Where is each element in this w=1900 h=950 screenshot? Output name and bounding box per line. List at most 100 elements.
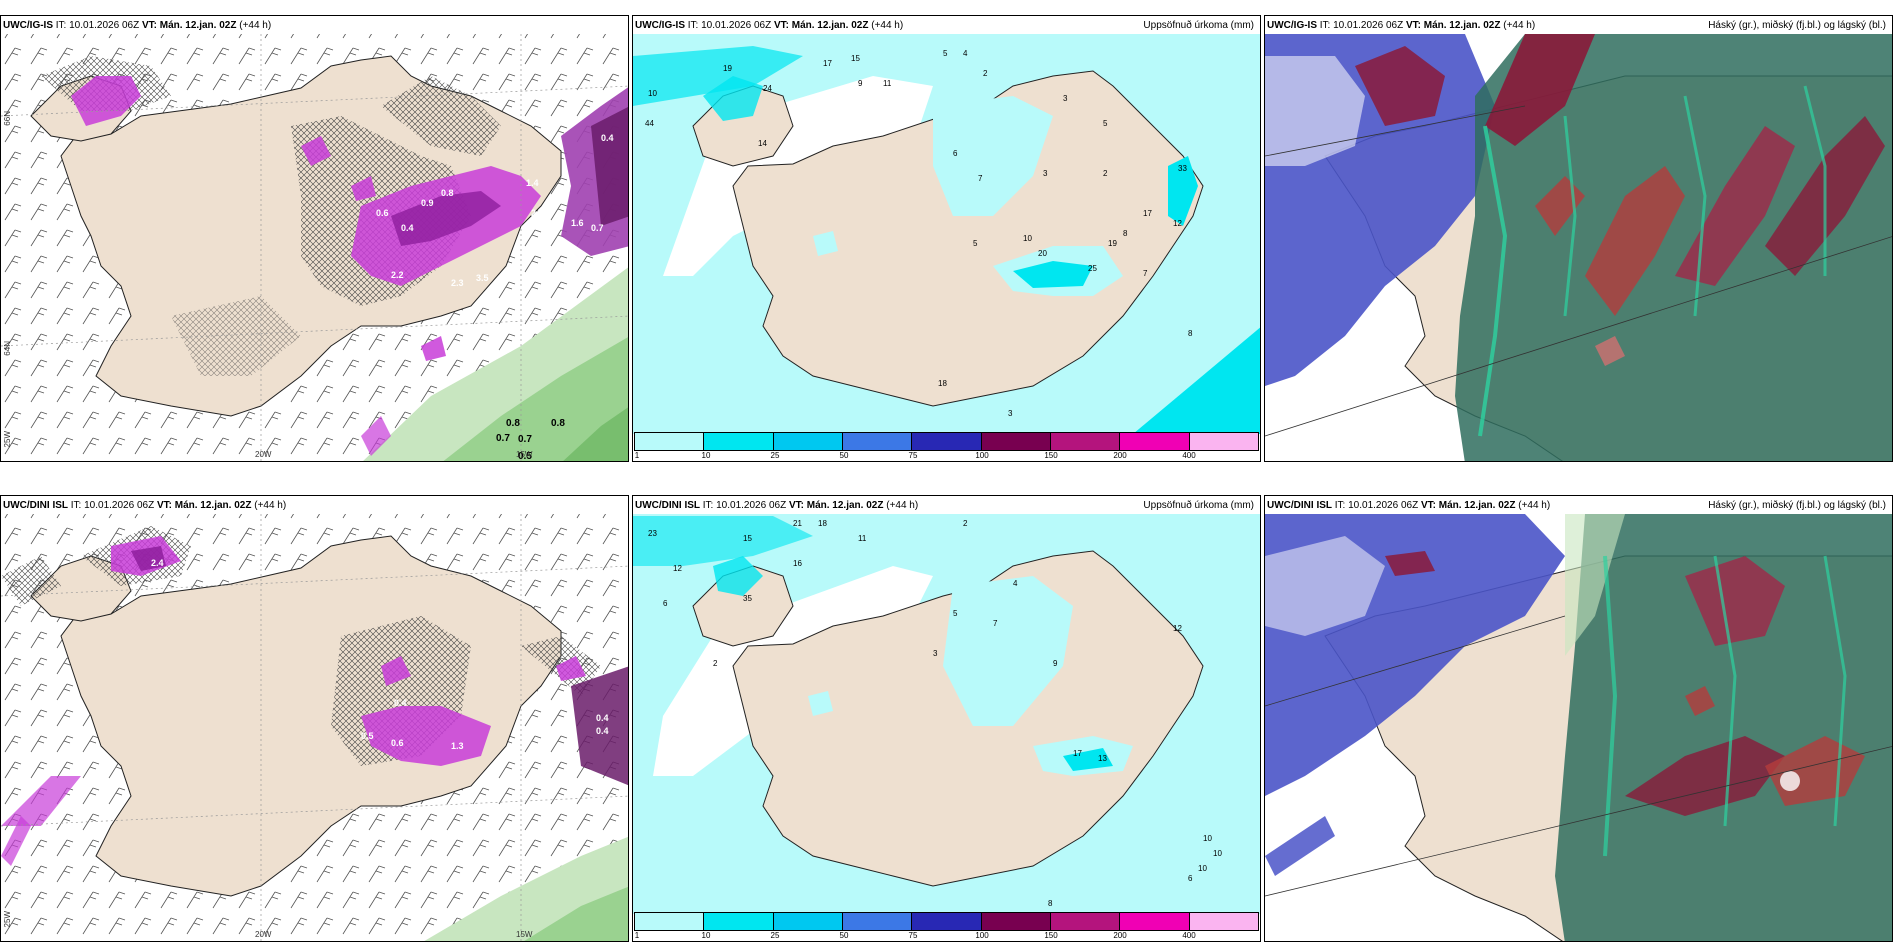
colorbar-label: 200	[1113, 931, 1127, 940]
svg-text:18: 18	[818, 519, 827, 528]
svg-text:1.4: 1.4	[526, 178, 539, 188]
precip-map: 10 19 44 17 15 24 9 11 5 4 2 3 5 14 33 7…	[633, 34, 1260, 434]
svg-text:0.8: 0.8	[441, 188, 454, 198]
colorbar-swatch	[704, 433, 774, 450]
svg-text:7: 7	[1143, 269, 1148, 278]
it-value: 10.01.2026 06Z	[1348, 500, 1419, 511]
panel-title: UWC/DINI ISL IT: 10.01.2026 06Z VT: Mán.…	[3, 498, 626, 514]
model-name: UWC/DINI ISL	[1267, 500, 1332, 511]
colorbar-swatch	[773, 433, 843, 450]
colorbar-label: 100	[975, 451, 989, 460]
svg-text:7: 7	[978, 174, 983, 183]
colorbar-label: 100	[975, 931, 989, 940]
lon-label: 20W	[255, 930, 272, 939]
vt-label: VT:	[1420, 500, 1436, 511]
it-label: IT:	[70, 500, 82, 511]
it-label: IT:	[1319, 20, 1331, 31]
lead-time: (+44 h)	[1518, 500, 1551, 511]
svg-text:35: 35	[743, 594, 752, 603]
svg-text:0.7: 0.7	[518, 434, 532, 445]
colorbar-label: 10	[701, 451, 711, 460]
svg-text:0.6: 0.6	[376, 208, 389, 218]
svg-text:2.2: 2.2	[391, 270, 404, 280]
model-name: UWC/IG-IS	[635, 20, 685, 31]
svg-text:4: 4	[1013, 579, 1018, 588]
colorbar-swatch	[912, 913, 982, 930]
colorbar-label: 50	[839, 451, 849, 460]
cloud-cover-map	[1265, 34, 1892, 461]
vt-label: VT:	[788, 500, 804, 511]
cloud-cover-map	[1265, 514, 1892, 941]
svg-text:21: 21	[793, 519, 802, 528]
panel-igis-clouds[interactable]: UWC/IG-IS IT: 10.01.2026 06Z VT: Mán. 12…	[1264, 15, 1893, 462]
svg-text:2: 2	[1103, 169, 1108, 178]
svg-text:3.5: 3.5	[476, 273, 489, 283]
colorbar-swatch	[1120, 433, 1190, 450]
svg-text:10: 10	[648, 89, 657, 98]
panel-igis-precip[interactable]: UWC/IG-IS IT: 10.01.2026 06Z VT: Mán. 12…	[632, 15, 1261, 462]
it-value: 10.01.2026 06Z	[84, 500, 155, 511]
lat-label: 64N	[3, 341, 12, 356]
svg-text:5: 5	[973, 239, 978, 248]
colorbar-swatch	[1189, 433, 1258, 450]
svg-text:2: 2	[713, 659, 718, 668]
svg-text:8: 8	[1048, 899, 1053, 908]
panel-title: UWC/IG-IS IT: 10.01.2026 06Z VT: Mán. 12…	[1267, 18, 1890, 34]
vt-value: Mán. 12.jan. 02Z	[791, 20, 869, 31]
svg-text:24: 24	[763, 84, 772, 93]
vt-value: Mán. 12.jan. 02Z	[174, 500, 252, 511]
svg-text:10: 10	[1203, 834, 1212, 843]
model-name: UWC/DINI ISL	[635, 500, 700, 511]
svg-text:5: 5	[953, 609, 958, 618]
svg-text:23: 23	[648, 529, 657, 538]
svg-text:0.4: 0.4	[596, 713, 609, 723]
svg-text:11: 11	[858, 534, 867, 543]
wind-snow-map: 0.4 0.6 0.9 0.8 1.4 2.0 2.2 2.3 3.5 1.6 …	[1, 16, 628, 461]
svg-text:1.6: 1.6	[571, 218, 584, 228]
panel-dini-wind-snow[interactable]: UWC/DINI ISL IT: 10.01.2026 06Z VT: Mán.…	[0, 495, 629, 942]
lat-label: 66N	[3, 111, 12, 126]
svg-text:0.5: 0.5	[361, 731, 374, 741]
precip-colorbar: 1 10 25 50 75 100 150 200 400	[634, 432, 1259, 460]
svg-text:25: 25	[1088, 264, 1097, 273]
lon-label: 15W	[516, 930, 533, 939]
colorbar-swatch	[704, 913, 774, 930]
panel-igis-wind-snow[interactable]: UWC/IG-IS IT: 10.01.2026 06Z VT: Mán. 12…	[0, 15, 629, 462]
svg-text:1.3: 1.3	[451, 741, 464, 751]
it-value: 10.01.2026 06Z	[701, 20, 772, 31]
svg-text:20: 20	[1038, 249, 1047, 258]
field-title: Uppsöfnuð úrkoma (mm)	[1143, 500, 1254, 511]
panel-dini-precip[interactable]: UWC/DINI ISL IT: 10.01.2026 06Z VT: Mán.…	[632, 495, 1261, 942]
panel-title: UWC/DINI ISL IT: 10.01.2026 06Z VT: Mán.…	[1267, 498, 1890, 514]
svg-text:9: 9	[1053, 659, 1058, 668]
model-name: UWC/DINI ISL	[3, 500, 68, 511]
colorbar-label: 75	[908, 931, 918, 940]
svg-text:33: 33	[1178, 164, 1187, 173]
colorbar-swatch	[981, 433, 1051, 450]
colorbar-swatch	[1120, 913, 1190, 930]
svg-text:16: 16	[793, 559, 802, 568]
svg-text:5: 5	[1103, 119, 1108, 128]
it-value: 10.01.2026 06Z	[69, 20, 140, 31]
colorbar-swatch	[1189, 913, 1258, 930]
panel-title: UWC/DINI ISL IT: 10.01.2026 06Z VT: Mán.…	[635, 498, 1258, 514]
precip-map: 23 21 18 11 15 12 16 6 35 2 5 7 3 4 9 17…	[633, 514, 1260, 914]
svg-text:6: 6	[953, 149, 958, 158]
lead-time: (+44 h)	[239, 20, 272, 31]
svg-text:0.4: 0.4	[601, 133, 614, 143]
panel-dini-clouds[interactable]: UWC/DINI ISL IT: 10.01.2026 06Z VT: Mán.…	[1264, 495, 1893, 942]
lon-label: 15W	[516, 450, 533, 459]
colorbar-swatch	[842, 913, 913, 930]
svg-text:15: 15	[851, 54, 860, 63]
it-label: IT:	[702, 500, 714, 511]
it-label: IT:	[687, 20, 699, 31]
field-title: Háský (gr.), miðský (fj.bl.) og lágský (…	[1708, 500, 1886, 511]
colorbar-swatch	[981, 913, 1051, 930]
lat-label: 25W	[3, 431, 12, 448]
svg-text:2: 2	[983, 69, 988, 78]
svg-text:0.8: 0.8	[551, 418, 565, 429]
vt-value: Mán. 12.jan. 02Z	[1438, 500, 1516, 511]
panel-title: UWC/IG-IS IT: 10.01.2026 06Z VT: Mán. 12…	[635, 18, 1258, 34]
panel-title: UWC/IG-IS IT: 10.01.2026 06Z VT: Mán. 12…	[3, 18, 626, 34]
